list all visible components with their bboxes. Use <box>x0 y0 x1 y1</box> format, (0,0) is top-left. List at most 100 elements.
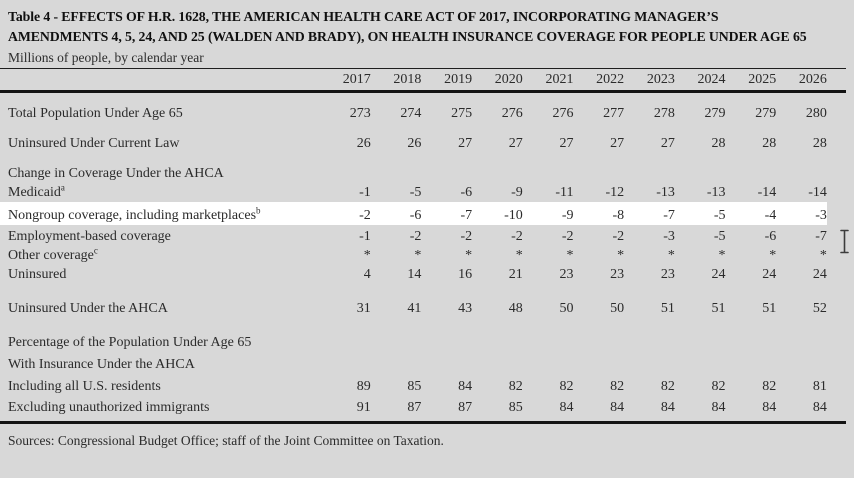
row-label: Total Population Under Age 65 <box>8 106 183 121</box>
value-cell: 280 <box>805 106 827 121</box>
value-cell: 43 <box>458 301 473 316</box>
value-cell: 278 <box>653 106 675 121</box>
value-cell: -1 <box>359 185 371 200</box>
value-cell: -7 <box>421 202 473 225</box>
value-cell: -6 <box>370 202 422 225</box>
value-cell: 87 <box>370 396 422 424</box>
value-cell: 50 <box>610 301 625 316</box>
year-cell: 2022 <box>573 68 625 93</box>
spacer <box>826 396 846 424</box>
section-row: Percentage of the Population Under Age 6… <box>0 318 846 352</box>
row-label: Uninsured Under Current Law <box>8 136 180 151</box>
value-cell: 82 <box>660 379 675 394</box>
value-cell: 87 <box>421 396 473 424</box>
highlighted-row[interactable]: Nongroup coverage, including marketplace… <box>0 202 846 225</box>
value-cell: 279 <box>704 106 726 121</box>
value-cell: 82 <box>762 379 777 394</box>
value-cell: -6 <box>764 229 777 244</box>
value-cell: 82 <box>711 379 726 394</box>
value-cell: 84 <box>776 396 827 424</box>
spacer <box>827 92 846 124</box>
value-cell: -4 <box>725 202 777 225</box>
value-cell: * <box>769 248 777 263</box>
value-cell: * <box>465 248 473 263</box>
value-cell: 276 <box>501 106 523 121</box>
spacer <box>827 374 846 396</box>
value-cell: -10 <box>472 202 523 225</box>
value-cell: -7 <box>624 202 675 225</box>
value-cell: 27 <box>660 136 675 151</box>
value-cell: 274 <box>400 106 422 121</box>
table-subtitle: Millions of people, by calendar year <box>8 50 204 65</box>
section-label: Percentage of the Population Under Age 6… <box>8 335 252 350</box>
value-cell: 23 <box>559 267 574 282</box>
section-label: With Insurance Under the AHCA <box>8 357 195 372</box>
value-cell: 276 <box>552 106 574 121</box>
corner-cell <box>0 68 321 93</box>
value-cell: 81 <box>812 379 827 394</box>
value-cell: 277 <box>603 106 625 121</box>
spacer <box>827 183 846 202</box>
value-cell: -2 <box>409 229 422 244</box>
value-cell: 41 <box>407 301 422 316</box>
value-cell: 89 <box>356 379 371 394</box>
value-cell: -6 <box>460 185 473 200</box>
table-row: Uninsured Under the AHCA 31 41 43 48 50 … <box>0 284 846 318</box>
value-cell: -9 <box>522 202 574 225</box>
value-cell: -7 <box>815 229 827 244</box>
value-cell: 51 <box>711 301 726 316</box>
spacer <box>827 265 846 284</box>
footnote-marker: b <box>256 205 261 216</box>
value-cell: * <box>718 248 726 263</box>
value-cell: -11 <box>555 185 574 200</box>
value-cell: -2 <box>320 202 371 225</box>
section-label: Change in Coverage Under the AHCA <box>8 166 224 181</box>
spacer <box>827 202 846 225</box>
value-cell: -13 <box>656 185 675 200</box>
year-cell: 2026 <box>776 68 827 93</box>
table-row: Other coveragec * * * * * * * * * * <box>0 246 846 265</box>
value-cell: 91 <box>320 396 371 424</box>
year-cell: 2021 <box>522 68 574 93</box>
value-cell: 24 <box>812 267 827 282</box>
year-cell: 2023 <box>624 68 675 93</box>
table-row: Including all U.S. residents 89 85 84 82… <box>0 374 846 396</box>
value-cell: 273 <box>349 106 371 121</box>
value-cell: -2 <box>561 229 574 244</box>
coverage-table: 2017 2018 2019 2020 2021 2022 2023 2024 … <box>0 68 846 424</box>
year-cell: 2019 <box>421 68 473 93</box>
value-cell: * <box>667 248 675 263</box>
section-row: Change in Coverage Under the AHCA <box>0 153 846 183</box>
footnote-marker: a <box>60 182 65 193</box>
value-cell: 52 <box>812 301 827 316</box>
row-label: Excluding unauthorized immigrants <box>0 396 321 424</box>
year-cell: 2020 <box>472 68 523 93</box>
value-cell: 275 <box>451 106 473 121</box>
value-cell: 16 <box>458 267 473 282</box>
value-cell: * <box>617 248 625 263</box>
value-cell: * <box>819 248 827 263</box>
value-cell: 23 <box>610 267 625 282</box>
spacer <box>827 284 846 318</box>
row-label: Uninsured <box>8 267 67 282</box>
row-label: Uninsured Under the AHCA <box>8 301 168 316</box>
value-cell: 48 <box>508 301 523 316</box>
value-cell: 84 <box>674 396 726 424</box>
value-cell: -2 <box>511 229 523 244</box>
row-label: Medicaida <box>8 182 65 200</box>
value-cell: 28 <box>812 136 827 151</box>
value-cell: 51 <box>660 301 675 316</box>
sources-note: Sources: Congressional Budget Office; st… <box>8 433 444 448</box>
row-label: Nongroup coverage, including marketplace… <box>0 202 321 225</box>
value-cell: * <box>414 248 422 263</box>
value-cell: 28 <box>762 136 777 151</box>
value-cell: 84 <box>725 396 777 424</box>
value-cell: 14 <box>407 267 422 282</box>
table-row: Excluding unauthorized immigrants 91 87 … <box>0 396 846 424</box>
value-cell: 50 <box>559 301 574 316</box>
value-cell: -3 <box>663 229 675 244</box>
value-cell: -3 <box>776 202 827 225</box>
value-cell: 21 <box>508 267 523 282</box>
row-label: Other coveragec <box>8 245 98 263</box>
